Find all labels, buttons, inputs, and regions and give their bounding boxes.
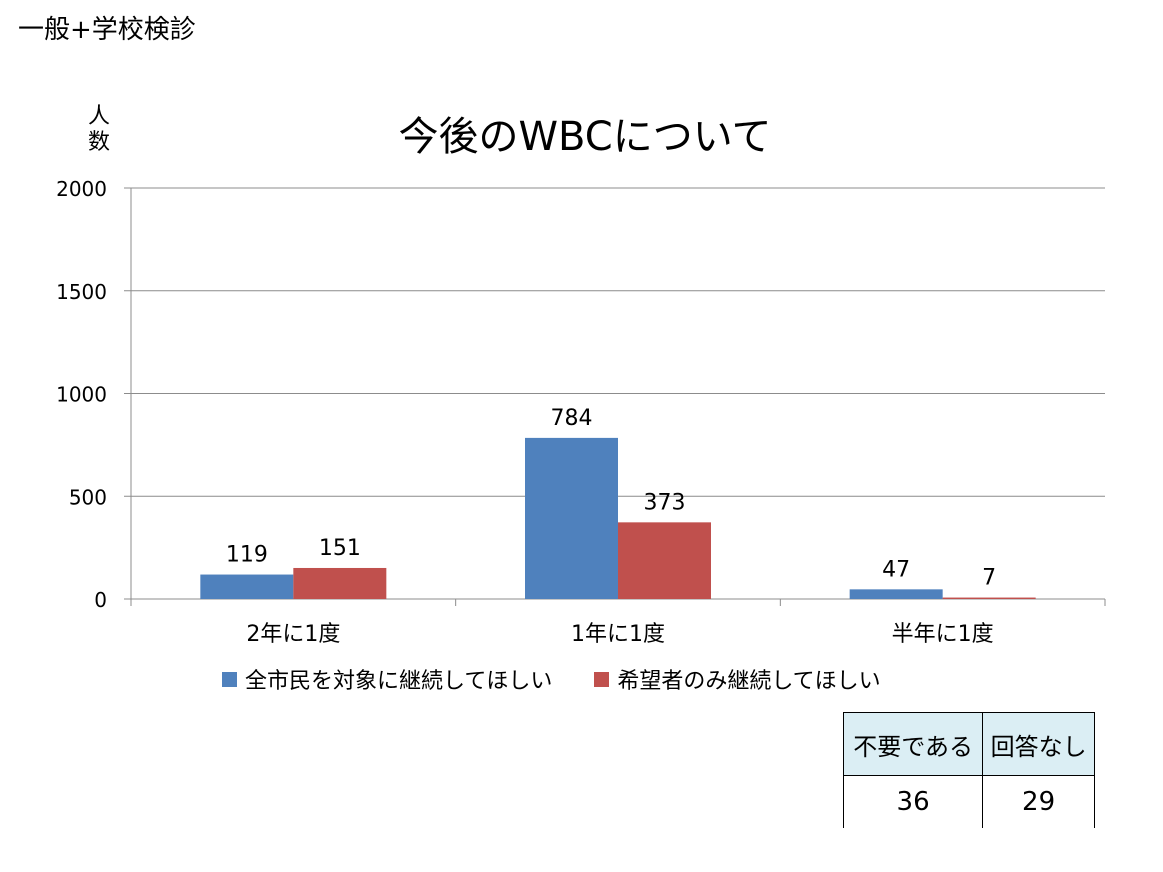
summary-header-unnecessary: 不要である (842, 712, 984, 776)
bar (942, 597, 1036, 599)
chart-legend: 全市民を対象に継続してほしい 希望者のみ継続してほしい (222, 663, 923, 695)
y-tick-label: 0 (94, 588, 107, 612)
legend-swatch (594, 671, 610, 687)
summary-table-value-row: 36 29 (842, 775, 1095, 828)
y-axis-label: 人数 (86, 104, 112, 156)
bar (200, 574, 294, 599)
legend-item: 全市民を対象に継続してほしい (222, 663, 552, 695)
bar (618, 522, 711, 599)
data-label: 784 (551, 406, 593, 431)
data-label: 119 (226, 543, 268, 568)
x-category-label: 2年に1度 (246, 622, 340, 647)
y-tick-label: 2000 (56, 177, 107, 201)
y-axis-label-char: 人 (87, 104, 110, 129)
legend-item: 希望者のみ継続してほしい (594, 663, 881, 695)
data-label: 151 (319, 536, 361, 561)
legend-label: 全市民を対象に継続してほしい (245, 669, 553, 694)
data-label: 7 (982, 566, 996, 591)
data-label: 47 (882, 557, 910, 582)
summary-table-header-row: 不要である 回答なし (842, 712, 1095, 776)
y-axis-label-char: 数 (87, 130, 110, 155)
y-tick-label: 1500 (56, 280, 107, 304)
x-category-label: 1年に1度 (571, 622, 665, 647)
chart-title: 今後のWBCについて (398, 114, 771, 160)
bar (293, 567, 387, 599)
summary-header-no-answer: 回答なし (982, 712, 1095, 776)
bar (525, 437, 618, 599)
summary-table: 不要である 回答なし 36 29 (842, 712, 1095, 828)
y-tick-label: 1000 (56, 383, 107, 407)
x-category-label: 半年に1度 (892, 622, 994, 647)
legend-label: 希望者のみ継続してほしい (617, 669, 881, 694)
summary-value-unnecessary: 36 (842, 775, 984, 828)
summary-value-no-answer: 29 (982, 775, 1095, 828)
bar (849, 589, 943, 599)
page-corner-label: 一般+学校検診 (18, 15, 196, 45)
y-tick-label: 500 (69, 485, 107, 509)
data-label: 373 (644, 490, 686, 515)
legend-swatch (222, 671, 237, 687)
